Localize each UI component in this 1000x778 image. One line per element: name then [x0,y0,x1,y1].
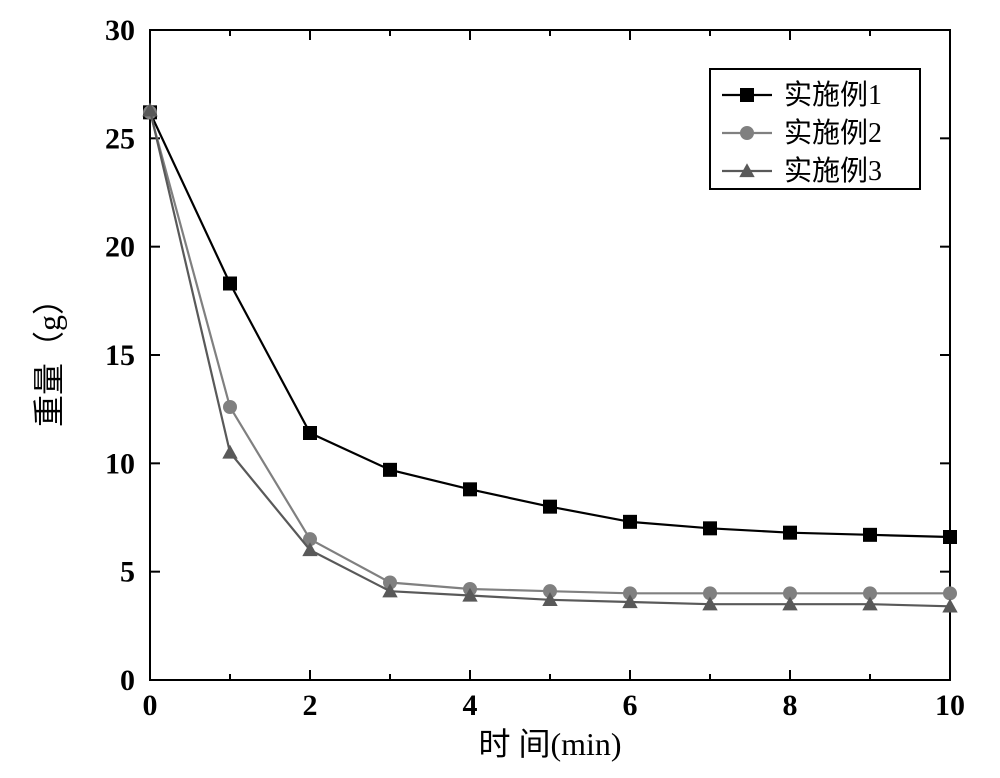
x-axis-label: 时 间(min) [478,726,621,762]
x-tick-label: 6 [623,689,638,722]
y-tick-label: 15 [105,339,135,372]
chart-container: 0 2 4 6 8 10 0 5 10 15 20 25 30 时 间(min) 重量（g） 实施例1 实施例2… [0,0,1000,778]
legend: 实施例1 实施例2 实施例3 [710,69,920,189]
x-tick-label: 10 [935,689,965,722]
y-tick-label: 0 [120,664,135,697]
y-tick-label: 30 [105,14,135,47]
legend-label-1: 实施例1 [784,79,882,111]
legend-label-3: 实施例3 [784,155,882,187]
x-tick-label: 2 [303,689,318,722]
y-tick-label: 10 [105,447,135,480]
x-tick-label: 0 [143,689,158,722]
x-tick-label: 4 [463,689,478,722]
legend-label-2: 实施例2 [784,117,882,149]
y-tick-label: 20 [105,231,135,264]
line-chart: 0 2 4 6 8 10 0 5 10 15 20 25 30 时 间(min) 重量（g） 实施例1 实施例2… [0,0,1000,778]
y-tick-label: 5 [120,556,135,589]
y-axis-label: 重量（g） [31,283,67,427]
x-tick-label: 8 [783,689,798,722]
y-tick-label: 25 [105,122,135,155]
